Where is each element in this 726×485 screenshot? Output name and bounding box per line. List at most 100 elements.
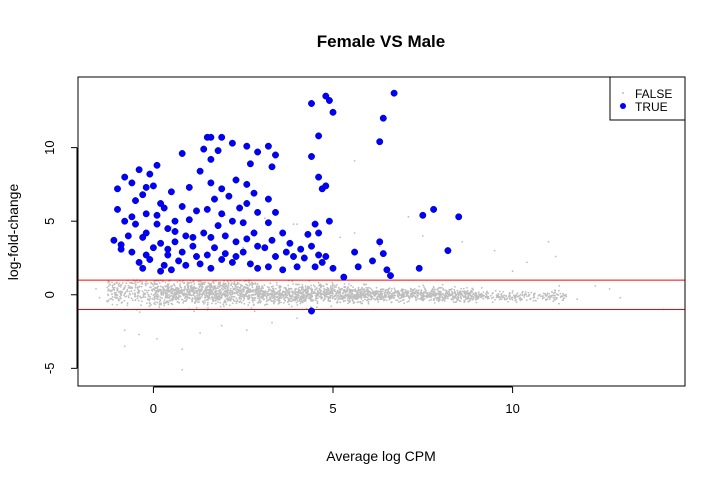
false-point: [167, 283, 170, 285]
false-point: [182, 289, 185, 292]
false-point: [289, 295, 292, 298]
false-point: [336, 294, 339, 297]
false-point: [301, 285, 304, 288]
false-point: [263, 284, 266, 287]
false-point: [323, 294, 326, 296]
false-point: [302, 288, 304, 290]
false-point: [111, 303, 114, 306]
true-point: [315, 251, 323, 259]
false-point: [384, 289, 387, 292]
false-point: [217, 290, 220, 292]
false-point: [451, 291, 454, 294]
false-point: [171, 295, 174, 298]
false-point: [379, 298, 382, 301]
false-point: [316, 297, 319, 300]
false-point: [124, 295, 127, 298]
false-point: [532, 299, 535, 302]
false-point: [181, 348, 184, 351]
false-point: [178, 301, 181, 304]
false-point: [142, 292, 145, 294]
false-point: [173, 296, 176, 299]
false-point: [300, 295, 303, 298]
legend: FALSE TRUE: [609, 76, 686, 121]
false-point: [369, 296, 372, 298]
false-point: [117, 283, 120, 286]
true-point: [264, 263, 272, 271]
true-point: [185, 216, 193, 224]
false-point: [227, 288, 229, 290]
true-point: [139, 264, 147, 272]
false-point: [337, 286, 340, 289]
false-point: [388, 295, 390, 298]
false-point: [333, 289, 335, 292]
false-point: [233, 280, 236, 283]
true-point: [164, 225, 172, 233]
false-point: [348, 283, 350, 285]
false-point: [211, 298, 214, 301]
false-point: [203, 283, 206, 286]
false-point: [157, 298, 159, 301]
true-point: [142, 210, 150, 218]
false-point: [461, 240, 464, 243]
false-point: [112, 288, 115, 291]
false-point: [140, 296, 143, 299]
false-point: [173, 284, 176, 287]
false-point: [145, 280, 148, 283]
false-point: [462, 290, 465, 293]
false-point: [207, 301, 209, 304]
true-point: [139, 191, 147, 199]
false-point: [287, 292, 290, 295]
true-point: [243, 180, 251, 188]
false-point: [375, 286, 378, 289]
false-point: [170, 285, 172, 288]
false-point: [186, 283, 189, 285]
false-point: [107, 285, 110, 287]
false-point: [225, 294, 227, 296]
true-point: [211, 195, 218, 203]
false-point: [167, 301, 170, 304]
false-point: [516, 295, 519, 298]
false-point: [179, 283, 182, 285]
true-point: [178, 248, 186, 256]
false-point: [150, 304, 152, 306]
false-point: [218, 286, 221, 288]
legend-marker-false: [622, 92, 624, 94]
false-point: [181, 368, 184, 371]
false-point: [454, 301, 456, 304]
false-point: [336, 300, 339, 303]
false-point: [316, 300, 319, 303]
false-point: [263, 291, 265, 294]
false-point: [133, 289, 136, 292]
false-point: [511, 292, 514, 294]
true-point: [196, 260, 204, 268]
false-point: [336, 284, 338, 286]
false-point: [552, 300, 555, 303]
false-point: [443, 296, 446, 299]
false-point: [550, 295, 552, 297]
false-point: [275, 296, 278, 299]
false-point: [248, 296, 251, 299]
true-point: [171, 217, 179, 225]
false-point: [127, 296, 130, 299]
false-point: [417, 292, 420, 295]
true-point: [142, 229, 150, 237]
false-point: [424, 290, 427, 293]
false-point: [113, 291, 116, 294]
false-point: [165, 291, 167, 294]
false-point: [111, 286, 114, 289]
false-point: [498, 296, 501, 299]
false-point: [232, 298, 235, 301]
false-point: [214, 295, 216, 298]
true-point: [128, 248, 136, 256]
true-point: [135, 166, 143, 174]
false-point: [198, 290, 201, 293]
false-point: [438, 290, 441, 293]
false-point: [151, 297, 154, 300]
false-point: [330, 289, 333, 292]
false-point: [377, 290, 380, 293]
false-point: [328, 293, 330, 295]
false-point: [109, 297, 112, 300]
false-point: [297, 300, 299, 303]
false-point: [414, 292, 417, 295]
false-point: [224, 301, 227, 304]
